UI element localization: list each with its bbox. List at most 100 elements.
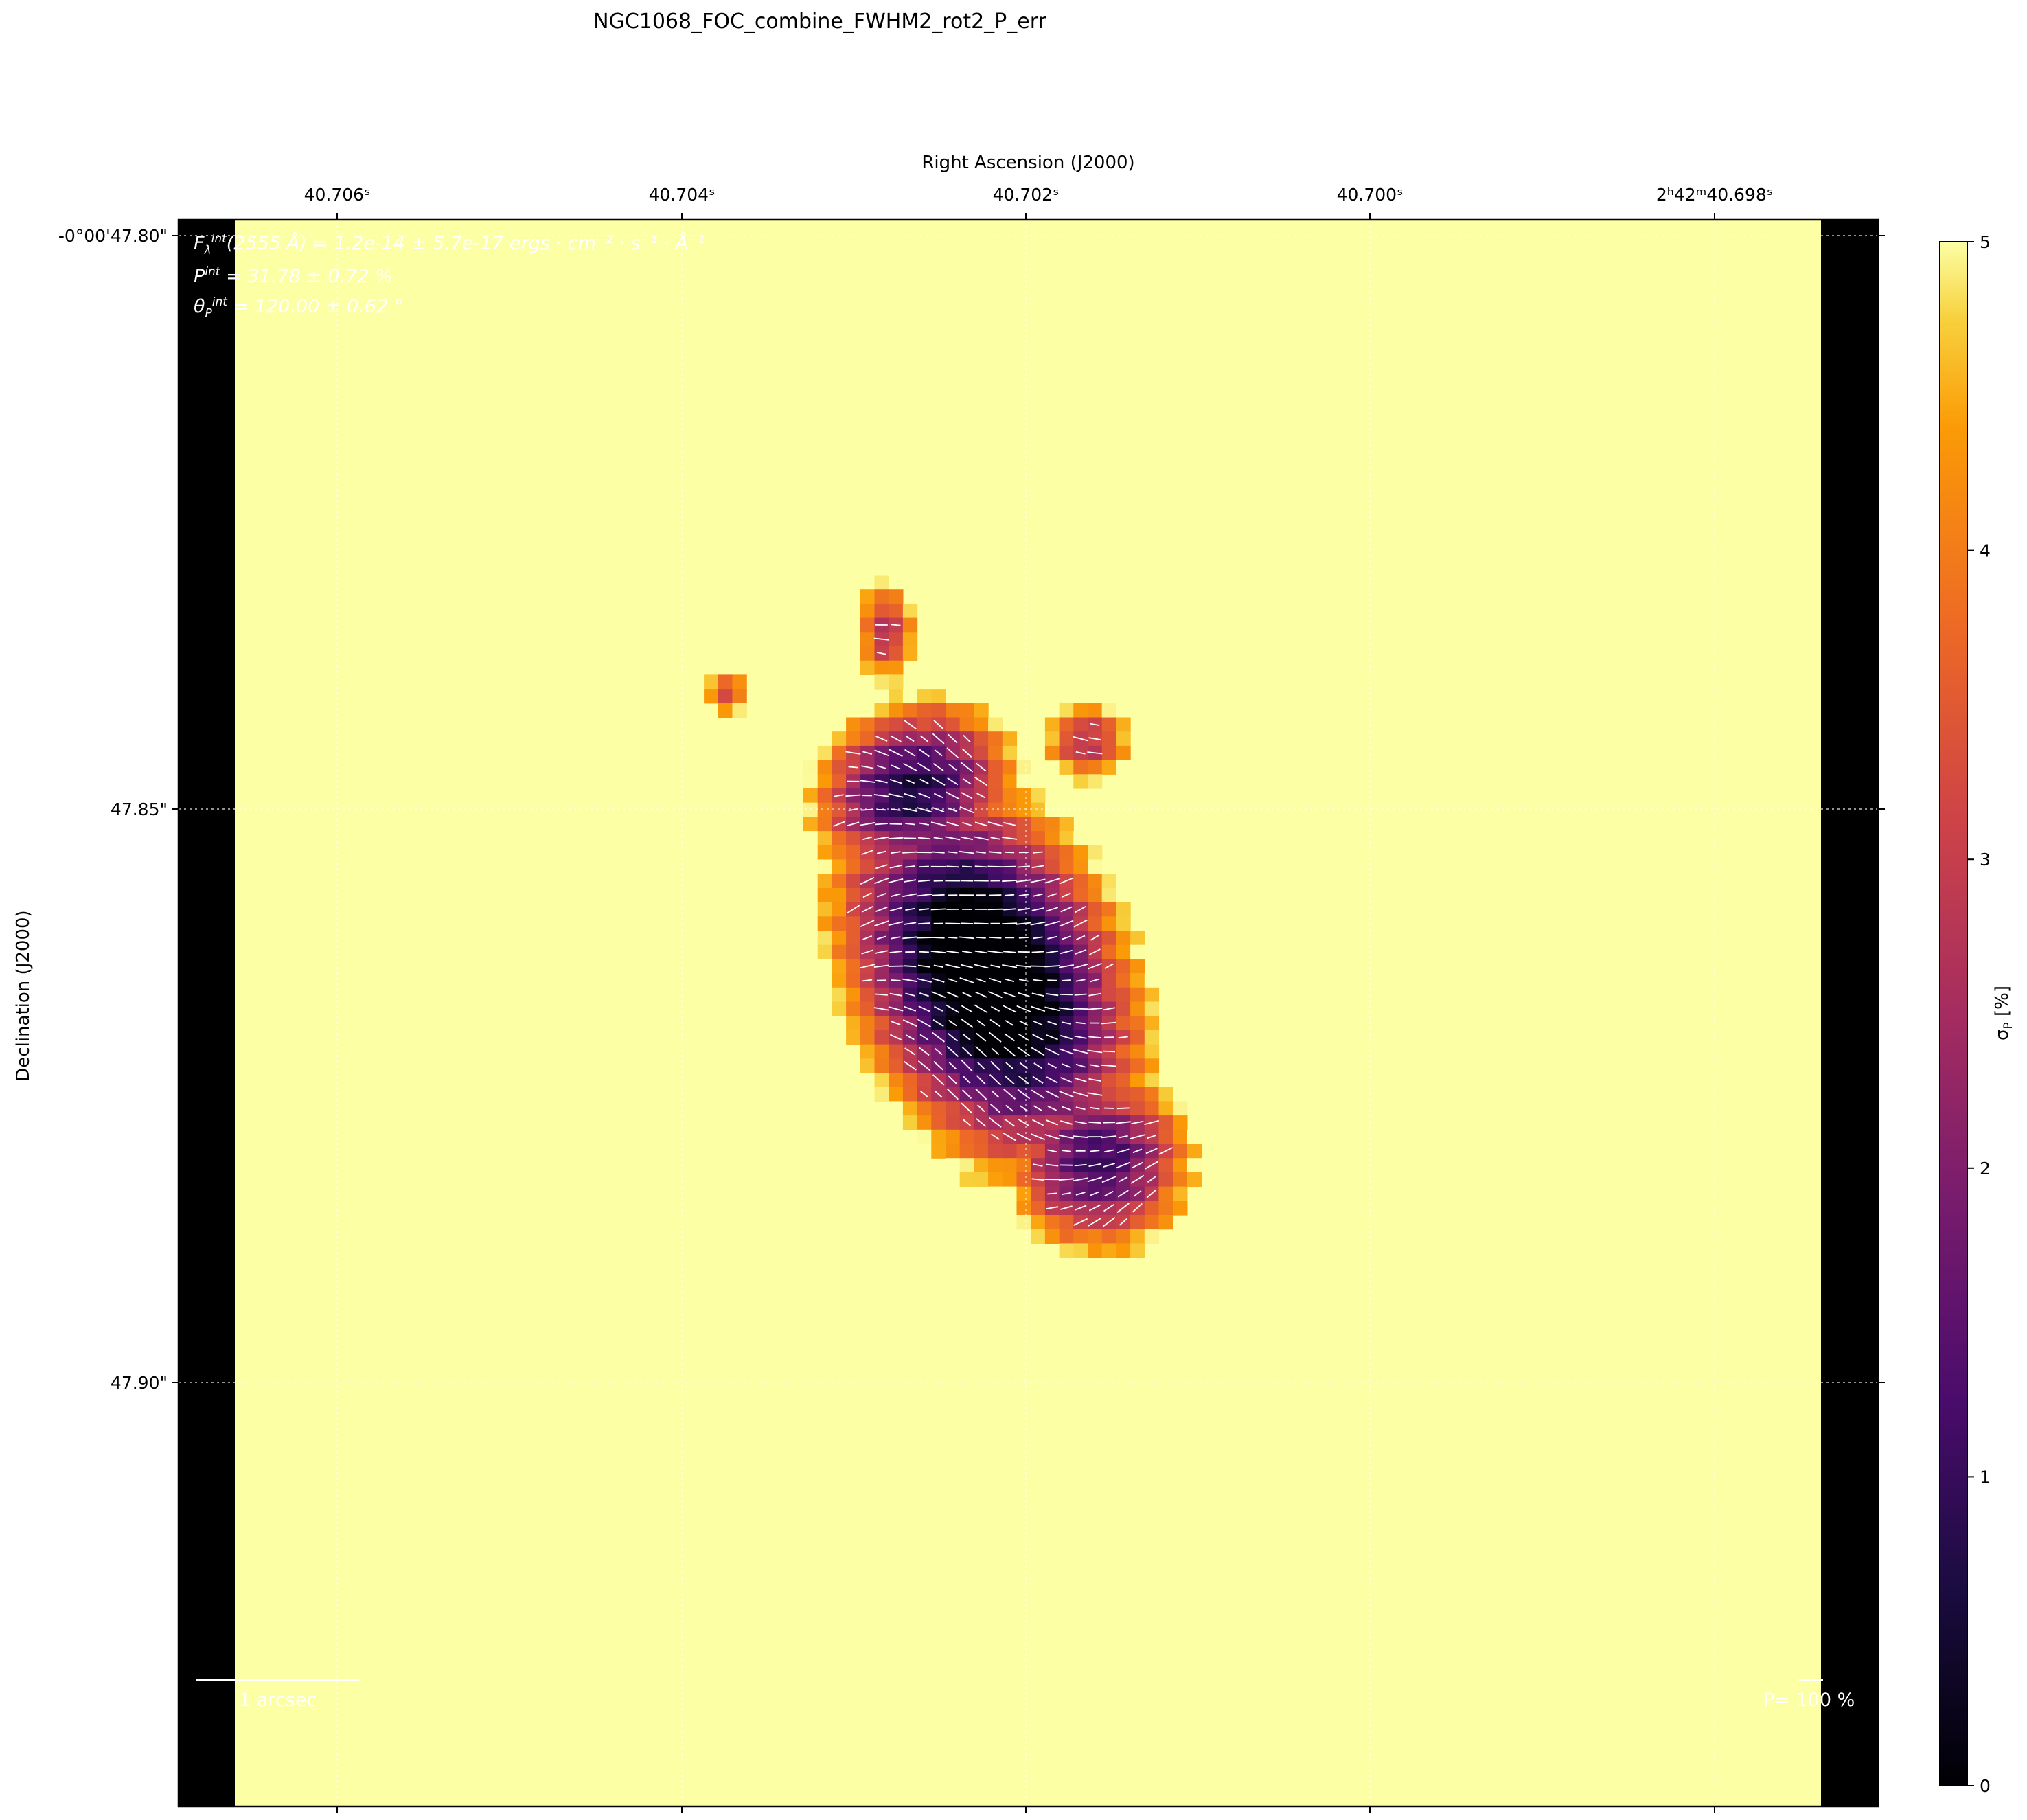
heatmap-cell [1016,1215,1031,1230]
heatmap-cell [1016,817,1031,832]
heatmap-cell [1158,1186,1173,1201]
polarization-vector [1061,979,1071,981]
heatmap-cell [832,760,847,775]
polarization-vector [1002,880,1018,883]
heatmap-cell [1130,944,1145,959]
polarization-vector [1074,993,1087,996]
polarization-vector [1090,723,1100,726]
polarization-vector [976,978,986,983]
nan-left [179,220,235,1806]
heatmap-cell [732,689,747,704]
polarization-vector [932,1019,944,1027]
heatmap-cell [946,1158,961,1173]
polarization-vector [989,1117,1002,1128]
polarization-vector [931,991,946,999]
polarization-vector [962,821,972,826]
heatmap-cell [817,817,832,832]
heatmap-cell [1173,1101,1188,1116]
heatmap-cell [1158,1158,1173,1173]
heatmap-cell [988,731,1003,747]
polarization-vector [1062,1063,1071,1069]
polarization-vector [1002,1005,1017,1013]
heatmap-cell [1031,802,1046,817]
heatmap-cell [917,1115,932,1130]
polarization-vector [905,735,915,742]
polarization-vector [946,1088,959,1100]
polarization-vector [1075,979,1086,982]
heatmap-cell [1073,887,1088,903]
polarization-vector [1005,978,1015,983]
heatmap-cell [1130,1087,1145,1102]
heatmap-cell [1059,1215,1074,1230]
polarization-vector [1075,751,1086,755]
polarization-vector [1061,1150,1071,1152]
heatmap-cell [874,1073,889,1088]
polarization-vector [891,1021,901,1025]
heatmap-cell [1016,1201,1031,1216]
angle-sup: int [211,295,227,309]
heatmap-cell [889,1101,904,1116]
angle-sub: P [205,306,212,321]
polarization-vector [847,821,860,827]
heatmap-cell [817,831,832,846]
polarization-vector [1073,1049,1088,1054]
heatmap-cell [846,859,861,874]
heatmap-cell [1187,1172,1202,1187]
polarization-vector [873,964,889,968]
heatmap-cell [1187,1129,1202,1145]
heatmap-cell [832,902,847,917]
heatmap-cell [902,603,918,619]
heatmap-cell [988,788,1003,804]
heatmap-cell [1116,1073,1131,1088]
heatmap-cell [1016,788,1031,804]
polarization-vector [1019,1105,1029,1112]
polarization-vector [934,1047,943,1056]
heatmap-cell [1101,745,1116,761]
heatmap-cell [1031,1201,1046,1216]
heatmap-cell [803,788,818,804]
polarization-vector [876,850,886,854]
heatmap-cell [817,745,832,761]
heatmap-cell [988,760,1003,775]
heatmap-cell [1044,859,1060,874]
polarization-vector [903,719,917,729]
heatmap-cell [1101,874,1116,889]
heatmap-cell [1073,874,1088,889]
heatmap-cell [817,931,832,946]
polarization-vector [905,992,915,997]
polarization-vector [1074,1077,1087,1082]
heatmap-cell [974,703,989,718]
heatmap-cell [846,874,861,889]
polarization-vector [933,880,943,882]
heatmap-cell [1002,788,1018,804]
heatmap-cell [974,1158,989,1173]
heatmap-cell [1173,1186,1188,1201]
polarization-vector [1059,920,1074,927]
polarization-vector [861,765,874,769]
polarization-vector [889,951,902,953]
polarization-vector [1003,992,1016,998]
polarization-vector [989,1074,1002,1086]
polarization-vector [989,851,1002,854]
heatmap-cell [988,774,1003,789]
heatmap-cell [1158,1201,1173,1216]
heatmap-cell [959,1144,974,1159]
polarization-vector [905,823,915,826]
polarization-vector [873,637,889,641]
heatmap-cell [889,1044,904,1059]
heatmap-cell [889,1073,904,1088]
heatmap-cell [988,717,1003,732]
polarization-vector [1016,1005,1031,1012]
heatmap-cell [860,589,875,604]
heatmap-cell [946,1115,961,1130]
polarization-vector [902,936,918,940]
polarization-vector [1116,1148,1130,1154]
heatmap-cell [1101,703,1116,718]
polarization-vector [861,906,873,913]
polarization-vector [888,878,904,884]
polarization-vector [945,836,961,841]
polarization-vector [974,821,987,827]
polarization-vector [1075,1063,1086,1068]
polarization-vector [932,894,945,896]
polarization-vector [1073,1218,1088,1226]
